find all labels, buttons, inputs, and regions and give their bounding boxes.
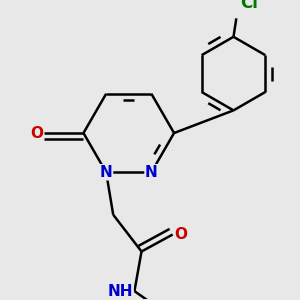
Text: O: O [30,125,43,140]
Text: O: O [175,227,188,242]
Text: Cl: Cl [240,0,258,12]
Text: N: N [100,165,112,180]
Text: NH: NH [107,284,133,298]
Text: N: N [145,165,158,180]
